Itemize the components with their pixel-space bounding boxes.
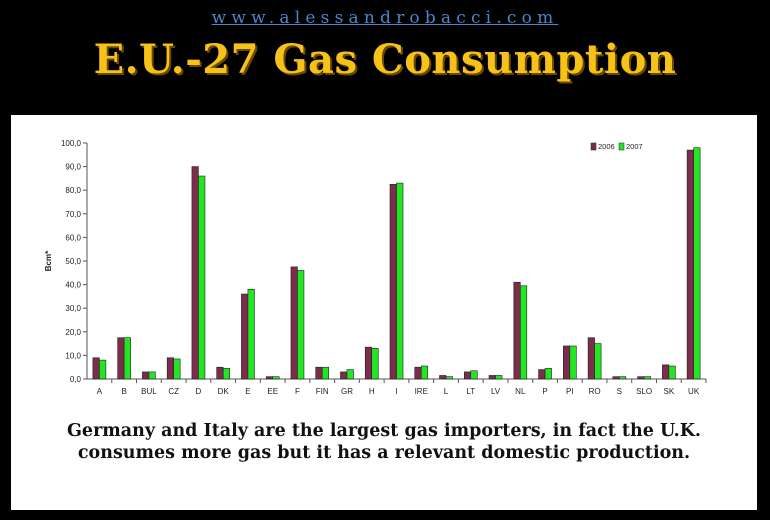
bar-2006-RO xyxy=(587,337,595,380)
legend-swatch-2007 xyxy=(618,142,625,151)
bar-2006-NL xyxy=(513,281,521,380)
bar-2007-IRE xyxy=(420,365,429,380)
bar-2007-F xyxy=(297,270,305,380)
legend-label-2007: 2007 xyxy=(626,142,643,151)
x-tick-label: B xyxy=(121,387,126,396)
y-tick-label: 70,0 xyxy=(65,210,81,219)
x-tick-label: IRE xyxy=(415,387,428,396)
x-tick-label: F xyxy=(295,387,300,396)
site-url[interactable]: www.alessandrobacci.com xyxy=(211,8,559,28)
x-tick-label: H xyxy=(369,387,375,396)
y-axis-title: Bcm* xyxy=(44,250,53,271)
bar-2007-E xyxy=(247,289,255,380)
bar-2007-D xyxy=(198,175,206,380)
x-tick-label: SLO xyxy=(636,387,652,396)
bar-2007-P xyxy=(544,368,552,380)
x-tick-label: GR xyxy=(341,387,353,396)
bar-2007-H xyxy=(371,348,379,380)
bar-2007-S xyxy=(619,376,627,380)
bar-2006-I xyxy=(389,184,397,380)
bar-2007-BUL xyxy=(148,371,156,380)
x-tick-label: L xyxy=(444,387,449,396)
y-tick-label: 30,0 xyxy=(65,304,81,313)
y-tick-label: 0,0 xyxy=(70,375,82,384)
bar-2006-LV xyxy=(488,375,496,380)
bar-2006-E xyxy=(241,293,249,380)
y-tick-label: 10,0 xyxy=(65,351,81,360)
y-tick-label: 90,0 xyxy=(65,163,81,172)
x-tick-label: A xyxy=(97,387,103,396)
bar-2006-FIN xyxy=(315,366,323,380)
bar-2007-FIN xyxy=(321,366,330,380)
bar-2006-SK xyxy=(662,364,670,380)
bar-2006-S xyxy=(612,376,620,380)
bar-2006-BUL xyxy=(142,371,150,380)
y-tick-label: 20,0 xyxy=(65,328,81,337)
bar-2007-L xyxy=(445,376,453,380)
bar-2007-LV xyxy=(495,375,503,380)
y-tick-label: 80,0 xyxy=(65,186,81,195)
bar-2007-EE xyxy=(272,376,280,380)
chart-panel: 0,0 10,0 20,0 30,0 40,0 50,0 60,0 70,0 80,0 90,0 1… xyxy=(11,115,757,510)
legend-swatch-2006 xyxy=(590,142,597,151)
y-tick-label: 50,0 xyxy=(65,257,81,266)
y-tick-label: 100,0 xyxy=(61,139,82,148)
bar-2006-B xyxy=(117,337,125,380)
x-tick-label: P xyxy=(542,387,547,396)
x-tick-label: I xyxy=(395,387,397,396)
bar-2006-DK xyxy=(216,366,224,380)
x-tick-label: DK xyxy=(218,387,230,396)
x-tick-label: PI xyxy=(566,387,574,396)
legend-label-2006: 2006 xyxy=(598,142,615,151)
bar-2007-RO xyxy=(594,343,602,380)
bar-2007-I xyxy=(396,182,404,380)
bar-2006-SLO xyxy=(637,376,645,380)
bar-2006-CZ xyxy=(166,357,174,380)
bar-2006-UK xyxy=(686,149,694,380)
bar-2007-DK xyxy=(222,368,230,380)
bar-2006-P xyxy=(538,369,546,380)
slide-title: E.U.-27 Gas Consumption xyxy=(93,36,677,83)
x-tick-label: SK xyxy=(664,387,675,396)
bar-2006-L xyxy=(439,375,447,380)
bar-2007-LT xyxy=(470,370,478,380)
bar-2006-F xyxy=(290,266,298,380)
x-tick-label: CZ xyxy=(168,387,179,396)
bar-2006-LT xyxy=(463,371,472,380)
x-tick-label: D xyxy=(196,387,202,396)
x-tick-label: BUL xyxy=(141,387,157,396)
bar-2006-GR xyxy=(340,371,348,380)
y-tick-label: 60,0 xyxy=(65,233,81,242)
bar-2007-CZ xyxy=(173,358,181,380)
bar-2007-UK xyxy=(693,147,701,380)
bar-2007-A xyxy=(99,359,107,380)
bar-2007-B xyxy=(123,337,131,380)
x-tick-label: NL xyxy=(515,387,526,396)
x-tick-label: FIN xyxy=(316,387,329,396)
bar-chart: 0,0 10,0 20,0 30,0 40,0 50,0 60,0 70,0 80,0 90,0 1… xyxy=(44,139,707,396)
bar-2006-D xyxy=(191,166,199,380)
y-tick-label: 40,0 xyxy=(65,281,81,290)
bar-2006-EE xyxy=(265,376,273,380)
x-tick-label: LT xyxy=(466,387,475,396)
bar-2006-H xyxy=(364,346,373,380)
x-tick-label: E xyxy=(245,387,250,396)
x-tick-label: RO xyxy=(589,387,601,396)
bar-2006-PI xyxy=(563,345,571,380)
bar-2007-GR xyxy=(346,369,354,380)
caption-text: Germany and Italy are the largest gas im… xyxy=(66,421,701,463)
x-tick-label: EE xyxy=(267,387,278,396)
x-tick-label: S xyxy=(617,387,622,396)
bar-2006-IRE xyxy=(414,366,422,380)
bar-2007-NL xyxy=(519,285,528,380)
x-tick-label: UK xyxy=(688,387,700,396)
bar-2007-SK xyxy=(668,365,676,380)
x-tick-label: LV xyxy=(491,387,501,396)
bar-2006-A xyxy=(92,357,100,380)
bar-2007-PI xyxy=(569,345,577,380)
bar-2007-SLO xyxy=(643,376,651,380)
